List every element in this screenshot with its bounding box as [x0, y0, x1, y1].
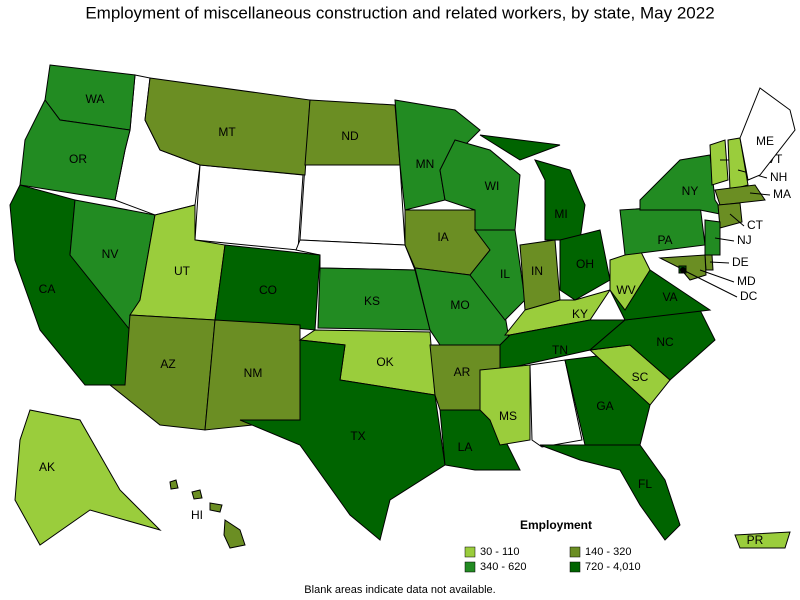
state-label: MN	[416, 157, 435, 171]
state-shape	[727, 137, 749, 191]
legend-swatch	[464, 561, 476, 573]
legend-swatch	[569, 561, 581, 573]
state-label: MI	[554, 207, 567, 221]
state-label: KY	[572, 307, 588, 321]
state-shape	[704, 219, 721, 256]
state-label: TX	[350, 429, 365, 443]
legend-label: 340 - 620	[480, 561, 526, 573]
state-label: DE	[732, 255, 749, 269]
state-label: WA	[86, 92, 105, 106]
state-label: IN	[531, 264, 543, 278]
state-label: AR	[454, 365, 471, 379]
state-label: MO	[450, 298, 469, 312]
map-title: Employment of miscellaneous construction…	[85, 3, 714, 22]
state-label: ME	[756, 134, 774, 148]
state-shape	[734, 531, 791, 549]
state-shape	[709, 139, 729, 186]
state-label: ND	[341, 129, 359, 143]
state-shape	[223, 519, 246, 549]
state-label: NV	[102, 247, 119, 261]
state-shape	[717, 202, 743, 229]
leader-line	[749, 192, 771, 196]
state-label: WV	[616, 283, 635, 297]
state-al	[529, 359, 583, 448]
state-shape	[19, 99, 131, 201]
state-label: SC	[632, 370, 649, 384]
leader-line	[709, 261, 730, 264]
state-shape	[714, 184, 766, 206]
state-label: GA	[596, 399, 613, 413]
state-label: NY	[682, 184, 699, 198]
state-label: NC	[656, 335, 674, 349]
state-label: IL	[500, 267, 510, 281]
state-label: PR	[747, 533, 764, 547]
state-shape	[469, 229, 526, 321]
state-label: CA	[39, 282, 56, 296]
legend-swatch	[569, 546, 581, 558]
state-label: OK	[376, 355, 393, 369]
state-label: AZ	[160, 357, 175, 371]
state-shape	[739, 87, 796, 181]
state-label: KS	[364, 294, 380, 308]
blank-states	[114, 74, 583, 448]
state-label: MD	[737, 274, 756, 288]
legend-swatch	[464, 546, 476, 558]
state-shape	[14, 409, 162, 546]
state-sd	[299, 164, 406, 246]
legend-label: 30 - 110	[480, 546, 520, 558]
state-shape	[169, 479, 179, 490]
legend-title: Employment	[520, 518, 592, 532]
state-label: HI	[191, 508, 203, 522]
leader-dot	[680, 267, 686, 273]
state-label: VA	[662, 290, 677, 304]
state-label: NH	[770, 170, 787, 184]
leader-line	[714, 237, 735, 242]
leader-line	[699, 269, 735, 283]
state-label: MT	[218, 125, 236, 139]
state-shape	[239, 339, 446, 541]
state-shape	[191, 489, 203, 500]
state-label: LA	[458, 440, 473, 454]
leader-line	[682, 269, 738, 298]
state-label: OR	[69, 152, 87, 166]
legend-label: 140 - 320	[585, 546, 631, 558]
state-label: OH	[576, 257, 594, 271]
state-label: NJ	[737, 233, 752, 247]
state-label: NM	[244, 366, 263, 380]
state-label: DC	[740, 289, 758, 303]
state-shape	[619, 204, 706, 256]
leader-line	[729, 213, 745, 227]
state-shape	[539, 444, 681, 541]
state-label: FL	[638, 477, 652, 491]
state-shape	[209, 502, 223, 513]
state-label: CO	[259, 283, 277, 297]
state-label: CT	[747, 218, 764, 232]
state-label: PA	[657, 233, 672, 247]
state-shape	[479, 364, 531, 446]
state-label: IA	[437, 230, 448, 244]
state-wy	[194, 164, 304, 251]
state-label: TN	[552, 343, 568, 357]
state-label: WI	[485, 179, 500, 193]
note: Blank areas indicate data not available.	[304, 584, 495, 596]
state-shape	[534, 159, 586, 241]
state-label: UT	[174, 264, 191, 278]
state-label: MA	[773, 187, 791, 201]
state-shape	[479, 134, 561, 161]
state-label: AK	[39, 460, 55, 474]
state-label: MS	[499, 409, 517, 423]
state-shape	[559, 229, 611, 301]
legend-label: 720 - 4,010	[585, 561, 641, 573]
